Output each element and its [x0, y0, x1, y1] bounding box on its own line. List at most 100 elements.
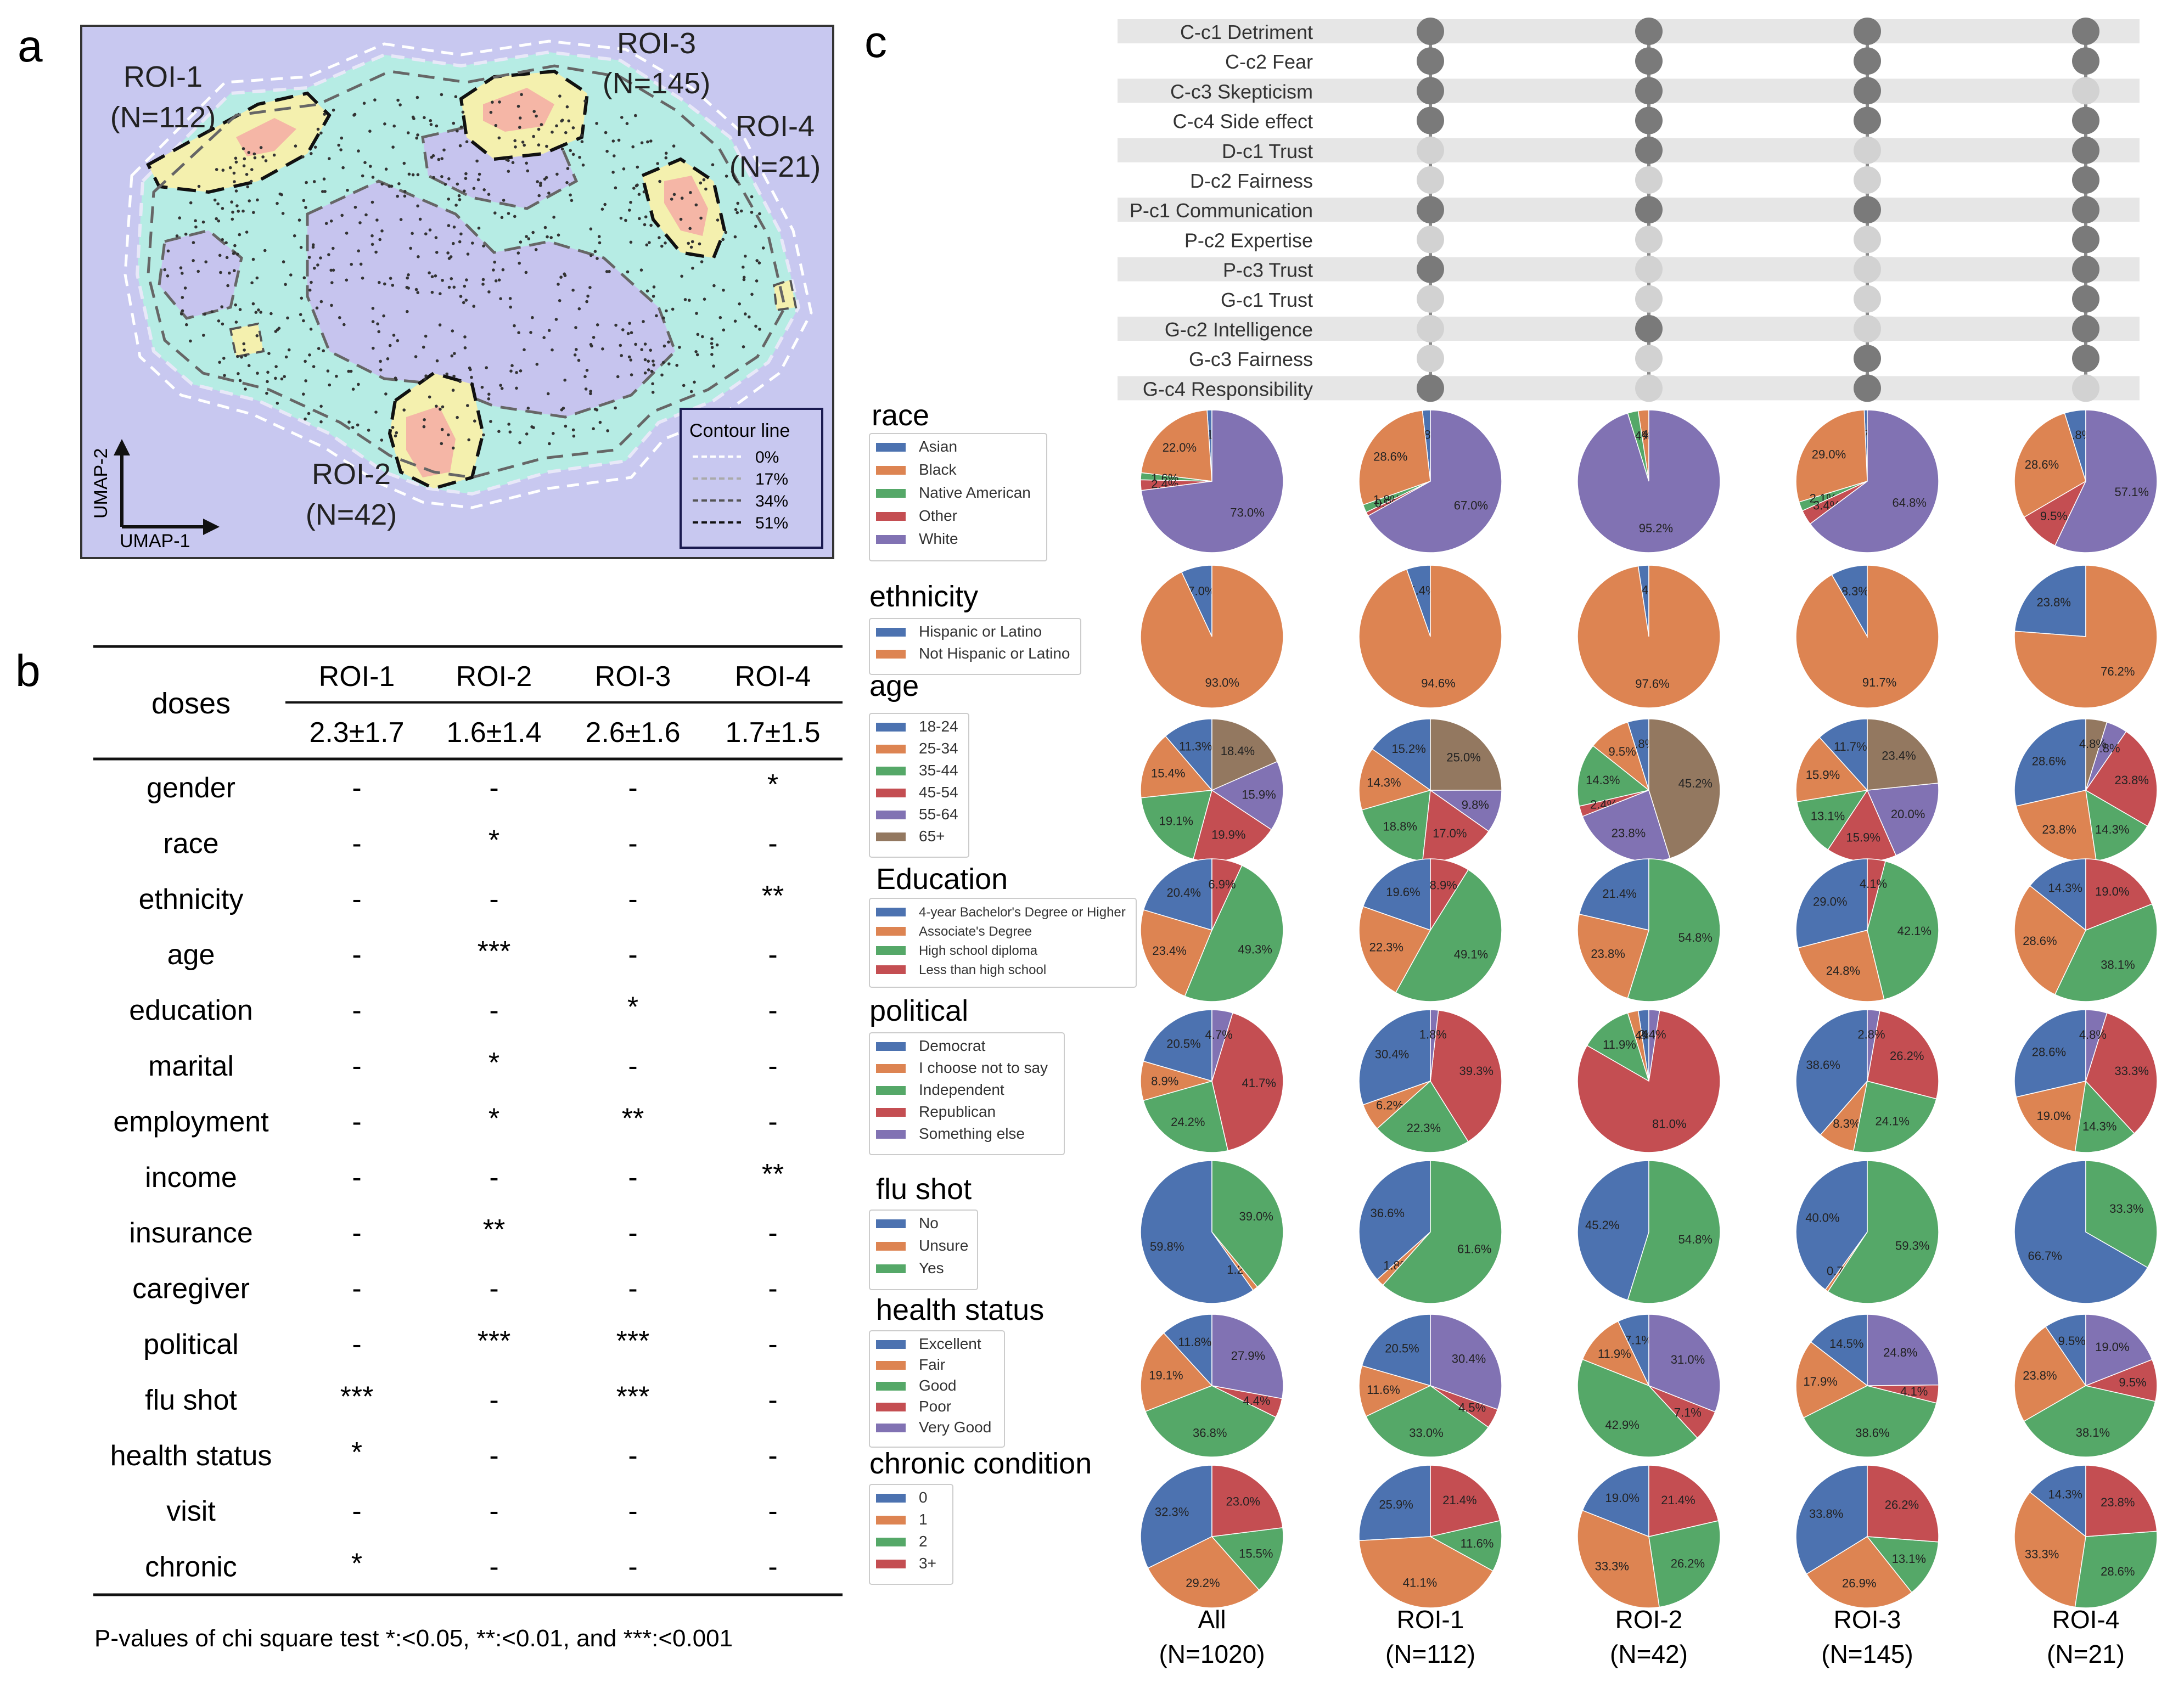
umap-point: [216, 202, 220, 206]
umap-point: [358, 221, 362, 224]
umap-point: [234, 303, 238, 307]
umap-point: [417, 255, 420, 258]
construct-dot: [2072, 18, 2099, 45]
umap-point: [250, 281, 254, 285]
umap-point: [304, 206, 307, 209]
legend-entry: Hispanic or Latino: [919, 623, 1042, 640]
legend-swatch: [876, 1086, 906, 1095]
umap-point: [688, 299, 691, 302]
umap-point: [451, 389, 455, 392]
pie-slice: [1211, 858, 1243, 931]
table-cell: **: [762, 1158, 784, 1190]
umap-point: [471, 241, 474, 245]
table-cell: *: [351, 1548, 362, 1580]
pie-legends: race Asian Black Native American Other White e…: [869, 399, 1137, 1585]
umap-point: [221, 322, 224, 326]
umap-point: [558, 299, 562, 302]
umap-point: [539, 181, 542, 185]
pie-slice-label: 19.0%: [2037, 1109, 2071, 1123]
construct-label: G-c2 Intelligence: [1165, 318, 1313, 341]
umap-point: [266, 380, 269, 384]
umap-point: [311, 243, 315, 246]
umap-point: [548, 442, 551, 446]
umap-point: [274, 376, 277, 380]
pie-slice: [1577, 913, 1649, 999]
umap-point: [540, 123, 543, 126]
legend-level-17: 17%: [755, 470, 788, 488]
legend-swatch: [876, 466, 906, 475]
umap-point: [586, 294, 589, 298]
umap-point: [739, 209, 743, 213]
umap-point: [665, 309, 668, 313]
pie-slice: [2054, 409, 2158, 553]
umap-point: [416, 173, 420, 177]
umap-point: [218, 254, 222, 257]
umap-point: [411, 232, 414, 235]
umap-point: [542, 336, 546, 339]
pie-slice-label: 94.6%: [1421, 677, 1455, 690]
umap-point: [736, 211, 739, 215]
umap-point: [716, 218, 720, 222]
umap-point: [341, 166, 345, 170]
pie-slice-label: 24.8%: [1883, 1346, 1917, 1359]
table-cell: -: [768, 1329, 777, 1360]
umap-point: [497, 136, 501, 140]
group-count: (N=1020): [1159, 1640, 1265, 1668]
umap-point: [322, 177, 326, 181]
umap-point: [672, 193, 676, 196]
umap-point: [534, 248, 538, 251]
umap-point: [755, 279, 759, 283]
umap-point: [428, 228, 432, 232]
umap-point: [679, 217, 683, 221]
umap-point: [454, 95, 458, 98]
umap-point: [345, 232, 349, 235]
legend-title: ethnicity: [869, 580, 978, 613]
pie-slice: [1144, 1385, 1277, 1458]
pie-slice-label: 8.3%: [1841, 584, 1869, 598]
umap-point: [411, 173, 415, 177]
umap-point: [589, 227, 593, 231]
construct-dot: [1417, 166, 1444, 194]
umap-point: [614, 186, 617, 190]
umap-point: [439, 407, 442, 411]
umap-point: [650, 369, 654, 373]
umap-point: [252, 152, 256, 156]
umap-scatter-points: [163, 93, 765, 450]
umap-point: [509, 369, 513, 373]
legend-entry: 45-54: [919, 784, 958, 801]
umap-point: [598, 420, 602, 424]
table-cell: ***: [340, 1381, 374, 1413]
umap-point: [652, 285, 656, 289]
umap-point: [329, 220, 333, 223]
umap-point: [424, 232, 428, 236]
pie-slice-label: 76.2%: [2101, 665, 2135, 678]
table-cell: -: [489, 1384, 498, 1416]
legend-box: [869, 1484, 953, 1585]
umap-point: [658, 179, 661, 183]
umap-point: [202, 334, 205, 337]
umap-x-arrowhead: [203, 519, 220, 535]
umap-y-label: UMAP-2: [91, 448, 111, 519]
umap-point: [630, 373, 633, 376]
pie-slice: [2023, 480, 2087, 547]
umap-point: [215, 168, 218, 171]
construct-dot: [1417, 226, 1444, 254]
pie-slice-label: 9.5%: [2119, 1375, 2146, 1389]
umap-point: [189, 339, 192, 343]
umap-point: [256, 198, 259, 202]
umap-point: [658, 236, 661, 239]
table-row-label: age: [167, 939, 215, 971]
pie-slice: [1140, 735, 1213, 798]
table-cell: **: [622, 1102, 644, 1134]
table-cell: -: [489, 1162, 498, 1194]
umap-point: [518, 126, 521, 129]
pie-slice: [1795, 565, 1939, 708]
umap-point: [523, 143, 526, 147]
umap-point: [326, 369, 330, 373]
umap-point: [605, 270, 609, 273]
umap-point: [392, 334, 396, 337]
pie-slice-label: 33.8%: [1809, 1507, 1843, 1521]
pie-slice-label: 39.3%: [1459, 1064, 1494, 1078]
pie-slice: [1211, 1314, 1284, 1399]
legend-level-51: 51%: [755, 514, 788, 532]
